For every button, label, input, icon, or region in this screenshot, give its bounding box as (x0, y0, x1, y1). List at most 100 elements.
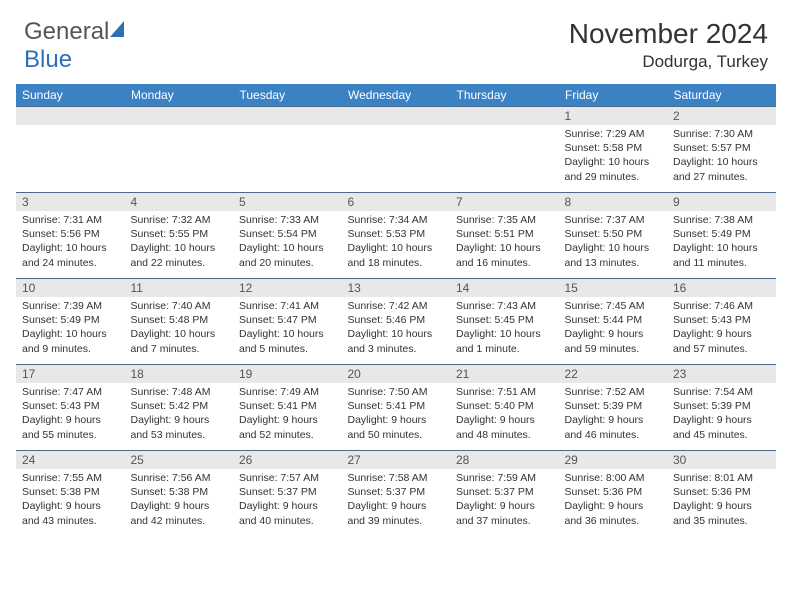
weekday-header: Sunday (16, 84, 125, 107)
day-number: 27 (342, 451, 451, 469)
calendar-day-cell: 5Sunrise: 7:33 AMSunset: 5:54 PMDaylight… (233, 193, 342, 279)
logo-text-blue: Blue (24, 46, 72, 73)
page-header: GeneralBlue November 2024 Dodurga, Turke… (0, 0, 792, 84)
day-number: 19 (233, 365, 342, 383)
day-number: 30 (667, 451, 776, 469)
day-number: 6 (342, 193, 451, 211)
calendar-day-cell: 14Sunrise: 7:43 AMSunset: 5:45 PMDayligh… (450, 279, 559, 365)
calendar-day-cell: 8Sunrise: 7:37 AMSunset: 5:50 PMDaylight… (559, 193, 668, 279)
day-number: 20 (342, 365, 451, 383)
calendar-body: 1Sunrise: 7:29 AMSunset: 5:58 PMDaylight… (16, 107, 776, 537)
calendar-day-cell: 20Sunrise: 7:50 AMSunset: 5:41 PMDayligh… (342, 365, 451, 451)
day-content: Sunrise: 7:29 AMSunset: 5:58 PMDaylight:… (559, 125, 668, 188)
day-content: Sunrise: 7:30 AMSunset: 5:57 PMDaylight:… (667, 125, 776, 188)
day-content: Sunrise: 7:52 AMSunset: 5:39 PMDaylight:… (559, 383, 668, 446)
calendar-day-cell: 26Sunrise: 7:57 AMSunset: 5:37 PMDayligh… (233, 451, 342, 537)
day-number: 1 (559, 107, 668, 125)
calendar-day-cell: 18Sunrise: 7:48 AMSunset: 5:42 PMDayligh… (125, 365, 234, 451)
day-number: 5 (233, 193, 342, 211)
day-content: Sunrise: 7:41 AMSunset: 5:47 PMDaylight:… (233, 297, 342, 360)
calendar-day-cell: 4Sunrise: 7:32 AMSunset: 5:55 PMDaylight… (125, 193, 234, 279)
day-number: 24 (16, 451, 125, 469)
weekday-header: Wednesday (342, 84, 451, 107)
weekday-header: Tuesday (233, 84, 342, 107)
day-content: Sunrise: 7:48 AMSunset: 5:42 PMDaylight:… (125, 383, 234, 446)
calendar-day-cell: 25Sunrise: 7:56 AMSunset: 5:38 PMDayligh… (125, 451, 234, 537)
day-content: Sunrise: 7:39 AMSunset: 5:49 PMDaylight:… (16, 297, 125, 360)
calendar-day-cell: 11Sunrise: 7:40 AMSunset: 5:48 PMDayligh… (125, 279, 234, 365)
weekday-row: SundayMondayTuesdayWednesdayThursdayFrid… (16, 84, 776, 107)
calendar-day-cell: 9Sunrise: 7:38 AMSunset: 5:49 PMDaylight… (667, 193, 776, 279)
weekday-header: Friday (559, 84, 668, 107)
title-block: November 2024 Dodurga, Turkey (569, 18, 768, 72)
location: Dodurga, Turkey (569, 52, 768, 72)
calendar-week-row: 10Sunrise: 7:39 AMSunset: 5:49 PMDayligh… (16, 279, 776, 365)
calendar-week-row: 24Sunrise: 7:55 AMSunset: 5:38 PMDayligh… (16, 451, 776, 537)
weekday-header: Monday (125, 84, 234, 107)
calendar-day-cell: 21Sunrise: 7:51 AMSunset: 5:40 PMDayligh… (450, 365, 559, 451)
day-number: 7 (450, 193, 559, 211)
day-number: 18 (125, 365, 234, 383)
day-number (233, 107, 342, 125)
day-number: 14 (450, 279, 559, 297)
calendar-day-cell (342, 107, 451, 193)
day-number: 15 (559, 279, 668, 297)
day-content: Sunrise: 7:38 AMSunset: 5:49 PMDaylight:… (667, 211, 776, 274)
calendar-day-cell: 19Sunrise: 7:49 AMSunset: 5:41 PMDayligh… (233, 365, 342, 451)
calendar-day-cell: 12Sunrise: 7:41 AMSunset: 5:47 PMDayligh… (233, 279, 342, 365)
calendar-day-cell: 22Sunrise: 7:52 AMSunset: 5:39 PMDayligh… (559, 365, 668, 451)
calendar-day-cell (125, 107, 234, 193)
day-content: Sunrise: 7:42 AMSunset: 5:46 PMDaylight:… (342, 297, 451, 360)
day-number: 21 (450, 365, 559, 383)
logo-text: GeneralBlue (24, 18, 130, 74)
day-number: 3 (16, 193, 125, 211)
day-content: Sunrise: 7:54 AMSunset: 5:39 PMDaylight:… (667, 383, 776, 446)
day-number: 13 (342, 279, 451, 297)
day-number: 28 (450, 451, 559, 469)
day-number: 17 (16, 365, 125, 383)
day-content: Sunrise: 7:51 AMSunset: 5:40 PMDaylight:… (450, 383, 559, 446)
day-number: 2 (667, 107, 776, 125)
calendar-day-cell: 1Sunrise: 7:29 AMSunset: 5:58 PMDaylight… (559, 107, 668, 193)
calendar-week-row: 1Sunrise: 7:29 AMSunset: 5:58 PMDaylight… (16, 107, 776, 193)
day-number: 22 (559, 365, 668, 383)
day-number: 4 (125, 193, 234, 211)
calendar-day-cell (450, 107, 559, 193)
day-number (342, 107, 451, 125)
day-content: Sunrise: 7:56 AMSunset: 5:38 PMDaylight:… (125, 469, 234, 532)
calendar-day-cell: 27Sunrise: 7:58 AMSunset: 5:37 PMDayligh… (342, 451, 451, 537)
calendar-day-cell: 28Sunrise: 7:59 AMSunset: 5:37 PMDayligh… (450, 451, 559, 537)
day-number: 8 (559, 193, 668, 211)
day-number (125, 107, 234, 125)
day-content: Sunrise: 8:00 AMSunset: 5:36 PMDaylight:… (559, 469, 668, 532)
day-number: 11 (125, 279, 234, 297)
logo-text-gray: General (24, 18, 109, 45)
day-content: Sunrise: 7:57 AMSunset: 5:37 PMDaylight:… (233, 469, 342, 532)
day-content: Sunrise: 7:31 AMSunset: 5:56 PMDaylight:… (16, 211, 125, 274)
day-number (16, 107, 125, 125)
day-number (450, 107, 559, 125)
calendar-week-row: 17Sunrise: 7:47 AMSunset: 5:43 PMDayligh… (16, 365, 776, 451)
logo: GeneralBlue (24, 18, 130, 74)
day-content: Sunrise: 7:45 AMSunset: 5:44 PMDaylight:… (559, 297, 668, 360)
calendar-day-cell (16, 107, 125, 193)
day-content: Sunrise: 7:35 AMSunset: 5:51 PMDaylight:… (450, 211, 559, 274)
calendar-day-cell: 7Sunrise: 7:35 AMSunset: 5:51 PMDaylight… (450, 193, 559, 279)
day-content: Sunrise: 7:34 AMSunset: 5:53 PMDaylight:… (342, 211, 451, 274)
day-content: Sunrise: 7:58 AMSunset: 5:37 PMDaylight:… (342, 469, 451, 532)
calendar-table: SundayMondayTuesdayWednesdayThursdayFrid… (16, 84, 776, 537)
month-title: November 2024 (569, 18, 768, 50)
day-number: 12 (233, 279, 342, 297)
calendar-week-row: 3Sunrise: 7:31 AMSunset: 5:56 PMDaylight… (16, 193, 776, 279)
calendar-day-cell: 10Sunrise: 7:39 AMSunset: 5:49 PMDayligh… (16, 279, 125, 365)
day-content: Sunrise: 7:59 AMSunset: 5:37 PMDaylight:… (450, 469, 559, 532)
day-content: Sunrise: 7:46 AMSunset: 5:43 PMDaylight:… (667, 297, 776, 360)
day-content: Sunrise: 7:37 AMSunset: 5:50 PMDaylight:… (559, 211, 668, 274)
calendar-day-cell (233, 107, 342, 193)
calendar-day-cell: 30Sunrise: 8:01 AMSunset: 5:36 PMDayligh… (667, 451, 776, 537)
day-number: 25 (125, 451, 234, 469)
calendar-day-cell: 3Sunrise: 7:31 AMSunset: 5:56 PMDaylight… (16, 193, 125, 279)
day-number: 29 (559, 451, 668, 469)
weekday-header: Saturday (667, 84, 776, 107)
calendar-day-cell: 2Sunrise: 7:30 AMSunset: 5:57 PMDaylight… (667, 107, 776, 193)
